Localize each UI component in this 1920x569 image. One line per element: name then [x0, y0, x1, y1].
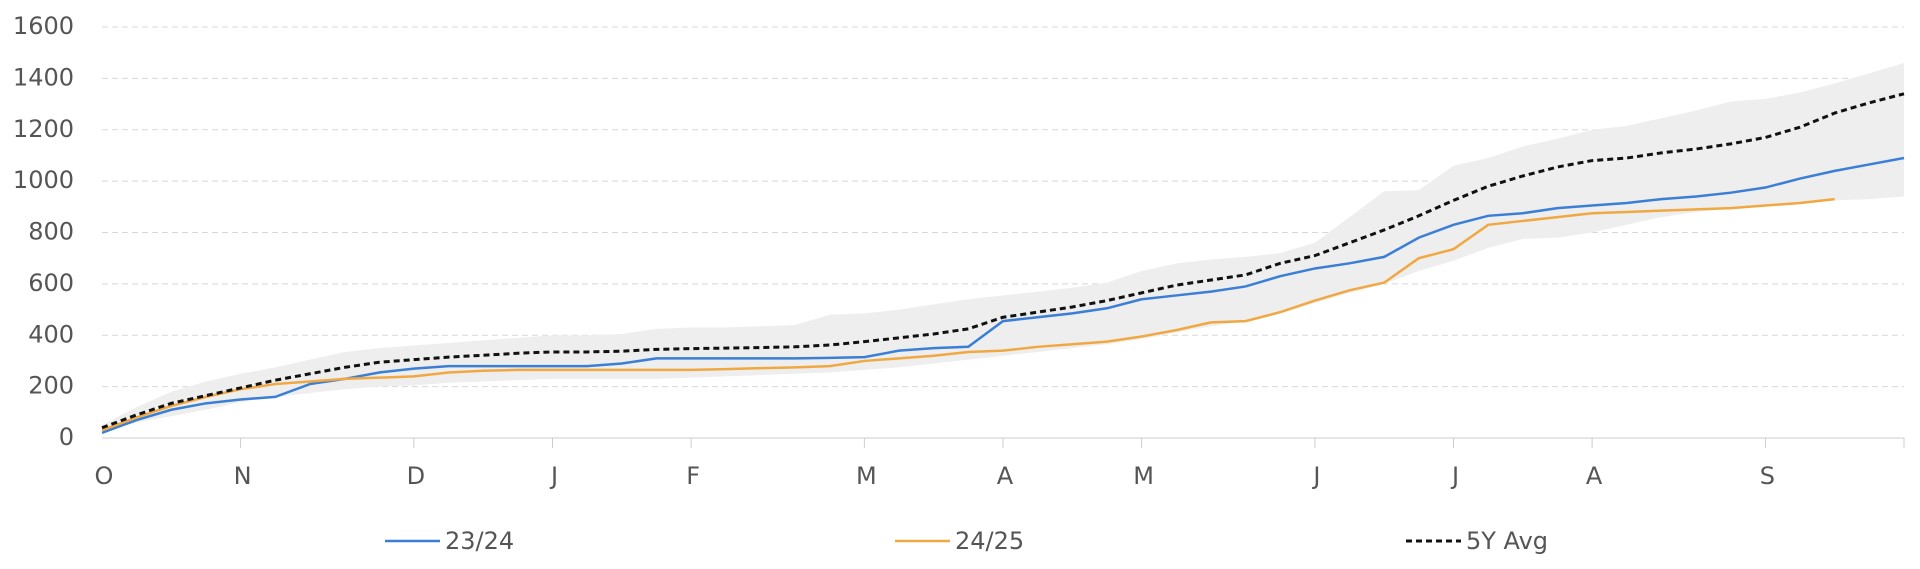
y-tick-label: 600 [28, 269, 74, 297]
legend-label: 23/24 [445, 527, 514, 555]
series-line [101, 92, 1905, 430]
x-tick-label: A [1586, 462, 1603, 490]
y-tick-label: 1000 [13, 166, 74, 194]
x-tick-label: F [686, 462, 700, 490]
x-tick-label: O [95, 462, 114, 490]
x-tick-label: N [234, 462, 252, 490]
y-tick-label: 800 [28, 218, 74, 246]
x-tick-label: S [1760, 462, 1775, 490]
y-tick-label: 1600 [13, 12, 74, 40]
x-tick-label: D [407, 462, 425, 490]
x-tick-label: J [1311, 462, 1320, 490]
y-tick-label: 1400 [13, 63, 74, 91]
legend-label: 24/25 [955, 527, 1024, 555]
legend-label: 5Y Avg [1466, 527, 1548, 555]
y-tick-label: 0 [59, 423, 74, 451]
y-tick-label: 1200 [13, 115, 74, 143]
y-tick-label: 400 [28, 320, 74, 348]
y-tick-label: 200 [28, 372, 74, 400]
x-tick-label: J [1450, 462, 1459, 490]
x-tick-label: M [856, 462, 877, 490]
series-line [101, 156, 1905, 435]
x-tick-label: A [997, 462, 1014, 490]
series-line [101, 197, 1835, 432]
x-tick-label: M [1133, 462, 1154, 490]
x-tick-label: J [549, 462, 558, 490]
range-band [102, 62, 1904, 432]
